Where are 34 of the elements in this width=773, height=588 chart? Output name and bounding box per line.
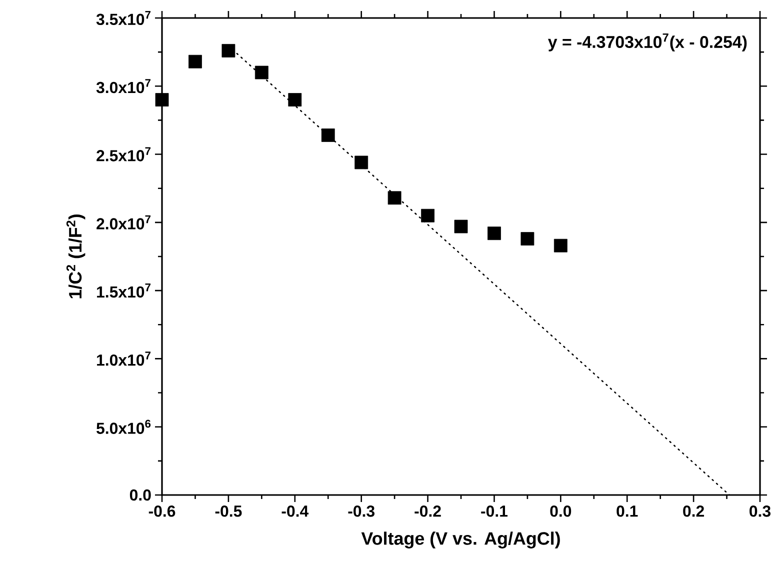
point	[554, 238, 568, 252]
y-axis-title: 1/C$^{2}$ (1/F$^{2}$)	[66, 214, 86, 298]
x-tick-label: 0.2	[683, 506, 704, 517]
y-tick-label: 2.5x10$^{7}$	[96, 147, 150, 162]
y-tick-label: 3.5x10$^{7}$	[96, 10, 150, 26]
point	[288, 93, 302, 106]
y-tick-label: 0.0	[130, 489, 151, 501]
point	[321, 128, 335, 142]
x-tick-label: -0.6	[148, 506, 176, 517]
x-tick-label: 0.3	[750, 506, 770, 517]
point	[388, 191, 402, 205]
point	[222, 44, 236, 58]
y-tick-label: 2.0x10$^{7}$	[96, 215, 150, 230]
point	[421, 208, 434, 222]
x-tick-label: -0.5	[215, 506, 242, 517]
point	[488, 226, 501, 240]
y-tick-label: 1.0x10$^{7}$	[97, 352, 150, 366]
point	[354, 156, 368, 170]
x-tick-label: -0.1	[481, 506, 508, 517]
point	[254, 66, 268, 80]
x-tick-label: -0.4	[282, 506, 309, 517]
point	[520, 232, 534, 246]
point	[188, 54, 202, 68]
y-tick-label: 5.0x10$^{6}$	[96, 420, 151, 434]
point	[155, 93, 169, 106]
y-tick-label: 3.0x10$^{7}$	[96, 79, 150, 94]
annotation: y = -4.3703x10$^{7}$(x - 0.254)	[548, 33, 747, 52]
x-axis-title: Voltage (V vs. Ag/AgCl)	[361, 532, 560, 548]
y-tick-label: 1.5x10$^{7}$	[97, 284, 150, 298]
point	[454, 220, 468, 234]
x-tick-label: 0.0	[550, 506, 572, 517]
x-tick-label: -0.2	[414, 506, 441, 517]
x-tick-label: 0.1	[616, 506, 638, 517]
x-tick-label: -0.3	[348, 506, 374, 517]
